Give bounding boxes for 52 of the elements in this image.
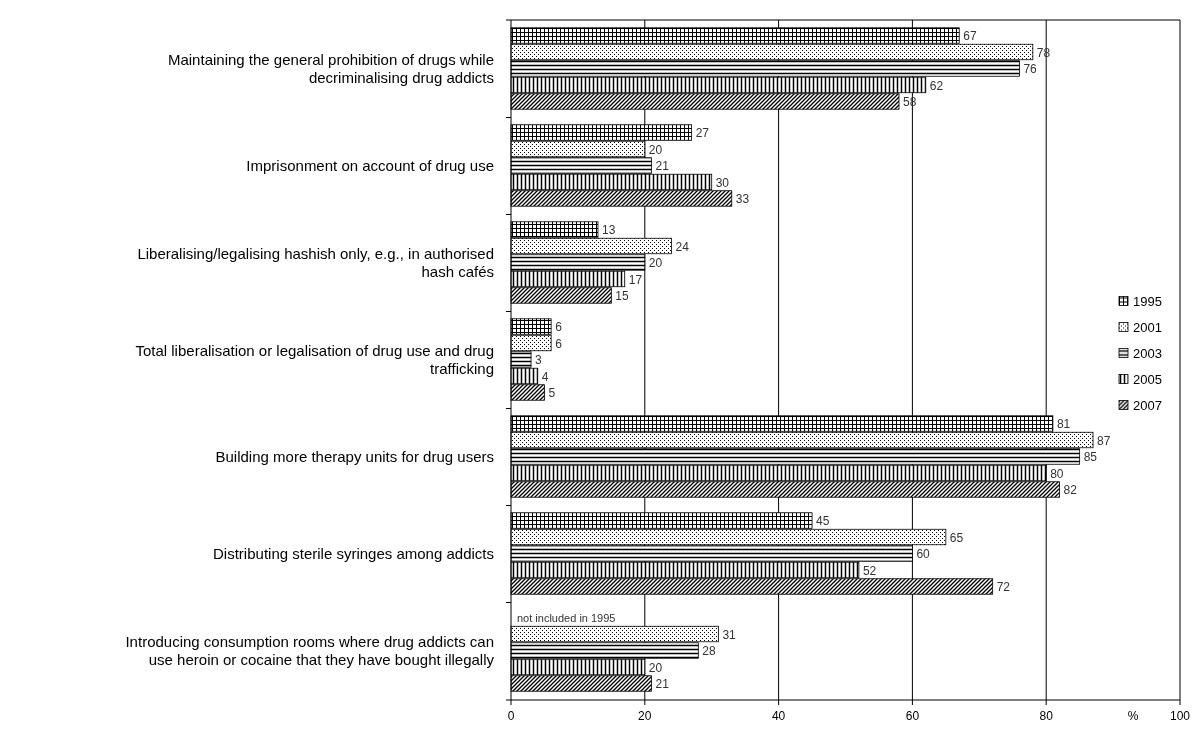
data-label: 82: [1063, 483, 1078, 498]
data-label: 31: [722, 627, 737, 642]
data-label: 87: [1097, 433, 1111, 448]
data-label: 13: [601, 223, 616, 238]
data-label: 15: [615, 289, 630, 304]
y-tick-label: Distributing sterile syringes among addicts: [213, 545, 494, 563]
data-label: 76: [1023, 62, 1038, 77]
annotation: not included in 1995: [517, 611, 616, 624]
data-label: 80: [1050, 466, 1064, 481]
data-label: 6: [555, 320, 563, 335]
data-label: 3: [535, 353, 543, 368]
x-tick-label: 100: [1169, 709, 1191, 723]
data-label: 5: [548, 386, 556, 401]
data-label: 85: [1083, 450, 1098, 465]
data-label: 20: [648, 142, 663, 157]
data-label: 33: [735, 192, 750, 207]
data-label: 72: [996, 580, 1011, 595]
x-axis-title: %: [1127, 709, 1139, 723]
y-tick-label: Total liberalisation or legalisation of drug use and drug trafficking: [135, 342, 494, 378]
x-tick-label: 60: [905, 709, 920, 723]
x-tick-label: 20: [638, 709, 652, 723]
data-label: 60: [916, 547, 931, 562]
legend-label: 2001: [1133, 320, 1162, 336]
data-label: 45: [816, 514, 830, 529]
data-label: 6: [555, 336, 563, 351]
data-label: 20: [648, 660, 663, 675]
legend-label: 2007: [1133, 398, 1162, 414]
y-tick-label: Building more therapy units for drug users: [215, 448, 494, 466]
y-tick-label: Introducing consumption rooms where drug addicts can use heroin or cocaine that they have bought illegally: [125, 633, 495, 669]
data-label: 27: [695, 126, 710, 141]
x-tick-label: 80: [1039, 709, 1054, 723]
y-tick-label: Imprisonment on account of drug use: [246, 157, 494, 175]
data-label: 20: [648, 256, 663, 271]
data-label: 24: [675, 239, 690, 254]
data-label: 17: [628, 272, 643, 287]
data-label: 52: [862, 563, 877, 578]
data-label: 21: [655, 677, 670, 692]
y-tick-label: Liberalising/legalising hashish only, e.g., in authorised hash cafés: [137, 245, 494, 281]
data-label: 30: [715, 175, 730, 190]
data-label: 65: [949, 530, 964, 545]
legend-label: 2005: [1133, 372, 1162, 388]
legend-label: 2003: [1133, 346, 1162, 362]
x-tick-label: 40: [771, 709, 786, 723]
data-label: 81: [1056, 417, 1071, 432]
y-tick-label: Maintaining the general prohibition of drugs while decriminalising drug addicts: [167, 51, 494, 87]
data-label: 62: [929, 78, 944, 93]
data-label: 21: [655, 159, 670, 174]
data-label: 4: [541, 369, 549, 384]
data-label: 28: [702, 644, 716, 659]
x-tick-label: 0: [507, 709, 515, 723]
legend-label: 1995: [1133, 294, 1162, 310]
data-label: 67: [963, 29, 977, 44]
